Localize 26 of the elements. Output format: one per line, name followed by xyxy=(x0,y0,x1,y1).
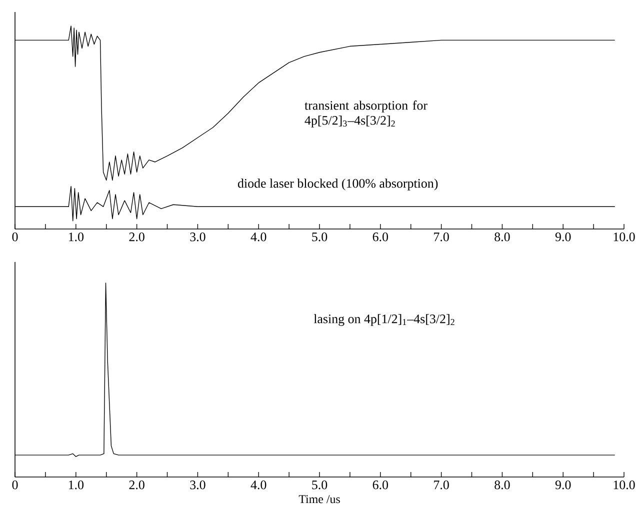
x-tick-label: 4.0 xyxy=(250,232,266,242)
x-tick-label: 3.0 xyxy=(190,232,206,242)
x-tick-label: 7.0 xyxy=(434,232,449,242)
annotation: diode laser blocked (100% absorption) xyxy=(238,178,438,190)
annotation: lasing on 4p[1/2]$_{1}$–4s[3/2]$_{2}$ xyxy=(314,314,454,326)
x-tick-label: 5.0 xyxy=(312,480,328,490)
x-tick-label: 1.0 xyxy=(68,480,84,490)
x-tick-label: 9.0 xyxy=(555,480,571,490)
x-tick-label: 1.0 xyxy=(68,232,84,242)
x-tick-label: 5.0 xyxy=(312,232,328,242)
x-tick-label: 2.0 xyxy=(129,232,144,242)
x-tick-label: 3.0 xyxy=(190,480,206,490)
annotation: transient absorption for 4p[5/2]$_{3}$–4s[3/2]$_{2}$ xyxy=(304,100,428,128)
x-tick-label: 8.0 xyxy=(494,480,510,490)
x-tick-label: 9.0 xyxy=(555,232,571,242)
x-tick-label: 8.0 xyxy=(494,232,510,242)
x-tick-label: 0 xyxy=(12,480,18,490)
x-tick-label: 7.0 xyxy=(434,480,449,490)
x-tick-label: 2.0 xyxy=(129,480,144,490)
x-tick-label: 4.0 xyxy=(250,480,266,490)
x-tick-label: 10.0 xyxy=(614,232,635,242)
x-tick-label: 10.0 xyxy=(614,480,635,490)
x-tick-label: 6.0 xyxy=(372,232,388,242)
x-tick-label: 6.0 xyxy=(372,480,388,490)
x-tick-label: 0 xyxy=(12,232,18,242)
x-axis-title: Time /us xyxy=(298,495,340,504)
